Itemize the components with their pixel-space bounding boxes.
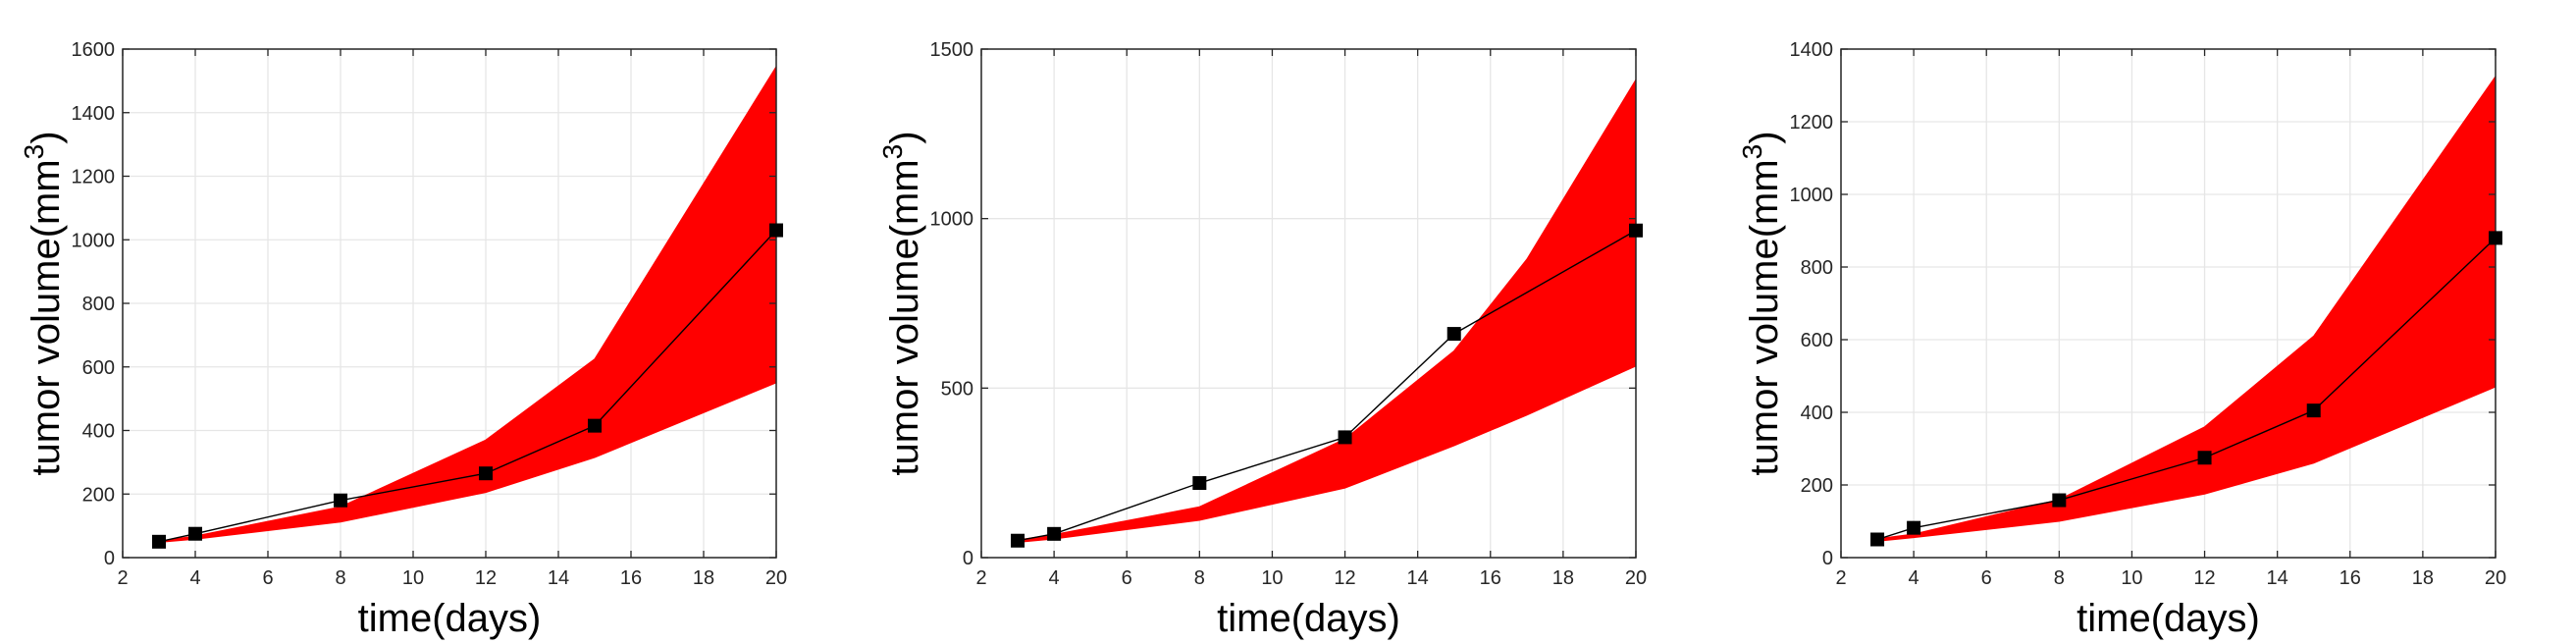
y-tick-label-2: 1000 (930, 209, 974, 231)
x-tick-label-3: 8 (1194, 567, 1205, 589)
x-tick-label-3: 8 (2054, 567, 2065, 589)
y-tick-label-2: 400 (82, 421, 115, 443)
y-axis-label: tumor volume(mm3) (19, 131, 68, 475)
y-axis-label: tumor volume(mm3) (1737, 131, 1786, 475)
x-tick-label-1: 4 (1049, 567, 1060, 589)
data-point-2 (334, 493, 347, 508)
y-tick-label-6: 1200 (1790, 112, 1834, 134)
x-axis-label: time(days) (2077, 597, 2260, 640)
data-point-5 (1629, 223, 1643, 238)
chart-panel-1: 2 4 6 8 10 12 14 16 18 20020040060080010001200140… (19, 39, 787, 640)
y-tick-label-7: 1400 (1790, 39, 1834, 61)
x-tick-label-6: 14 (548, 567, 569, 589)
y-tick-label-6: 1200 (72, 167, 116, 188)
data-point-5 (769, 223, 783, 238)
y-tick-label-3: 600 (1801, 330, 1833, 351)
x-tick-label-0: 2 (975, 567, 986, 589)
x-tick-label-8: 18 (1552, 567, 1574, 589)
data-point-0 (1011, 533, 1025, 548)
axes-box (1840, 48, 2497, 559)
data-point-1 (1047, 526, 1062, 541)
x-tick-label-7: 16 (1480, 567, 1501, 589)
data-point-0 (1870, 532, 1885, 547)
x-tick-label-4: 10 (402, 567, 424, 589)
y-tick-label-1: 200 (1801, 475, 1833, 497)
y-tick-label-1: 500 (941, 378, 973, 400)
x-tick-label-7: 16 (2339, 567, 2361, 589)
data-point-4 (2306, 403, 2321, 418)
x-tick-label-3: 8 (335, 567, 345, 589)
data-point-1 (1907, 520, 1921, 535)
y-tick-label-2: 400 (1801, 402, 1833, 424)
y-tick-label-0: 0 (1822, 548, 1833, 569)
x-tick-label-0: 2 (117, 567, 128, 589)
x-tick-label-9: 20 (2485, 567, 2506, 589)
y-tick-label-3: 1500 (930, 39, 974, 61)
x-tick-label-2: 6 (1981, 567, 1992, 589)
y-tick-label-8: 1600 (72, 39, 116, 61)
data-point-2 (1192, 476, 1207, 491)
x-tick-label-0: 2 (1835, 567, 1846, 589)
x-tick-label-9: 20 (765, 567, 787, 589)
x-tick-label-2: 6 (1122, 567, 1132, 589)
data-point-3 (479, 466, 493, 481)
data-point-2 (2052, 493, 2067, 508)
x-tick-label-1: 4 (1909, 567, 1919, 589)
y-tick-label-5: 1000 (72, 230, 116, 251)
data-point-4 (1446, 327, 1461, 342)
x-tick-label-1: 4 (189, 567, 200, 589)
x-tick-label-8: 18 (2412, 567, 2434, 589)
x-axis-label: time(days) (1217, 597, 1400, 640)
x-tick-label-4: 10 (1261, 567, 1283, 589)
data-point-5 (2489, 231, 2502, 245)
x-tick-label-8: 18 (693, 567, 714, 589)
x-tick-label-9: 20 (1625, 567, 1647, 589)
data-point-1 (188, 526, 202, 541)
y-tick-label-7: 1400 (72, 103, 116, 125)
data-point-4 (588, 418, 602, 433)
x-tick-label-5: 12 (2193, 567, 2215, 589)
data-point-0 (152, 534, 166, 549)
x-tick-label-5: 12 (1334, 567, 1355, 589)
chart-panel-3: 2 4 6 8 10 12 14 16 18 20020040060080010001200140… (1737, 39, 2506, 640)
y-tick-label-4: 800 (82, 294, 115, 315)
x-tick-label-6: 14 (1407, 567, 1429, 589)
data-point-3 (1338, 430, 1352, 445)
y-tick-label-0: 0 (963, 548, 973, 569)
x-tick-label-5: 12 (475, 567, 497, 589)
x-tick-label-6: 14 (2267, 567, 2288, 589)
chart-panel-2: 2 4 6 8 10 12 14 16 18 20 0 500 1000 1500 time(days) tu… (877, 39, 1647, 640)
y-tick-label-3: 600 (82, 357, 115, 379)
y-axis-label: tumor volume(mm3) (877, 131, 926, 475)
y-tick-label-1: 200 (82, 484, 115, 506)
x-tick-label-2: 6 (262, 567, 273, 589)
axes-box (980, 48, 1637, 559)
y-tick-label-0: 0 (104, 548, 115, 569)
x-tick-label-7: 16 (620, 567, 642, 589)
x-tick-label-4: 10 (2121, 567, 2142, 589)
x-axis-label: time(days) (358, 597, 542, 640)
y-tick-label-4: 800 (1801, 257, 1833, 279)
y-tick-label-5: 1000 (1790, 185, 1834, 206)
data-point-3 (2197, 451, 2212, 465)
